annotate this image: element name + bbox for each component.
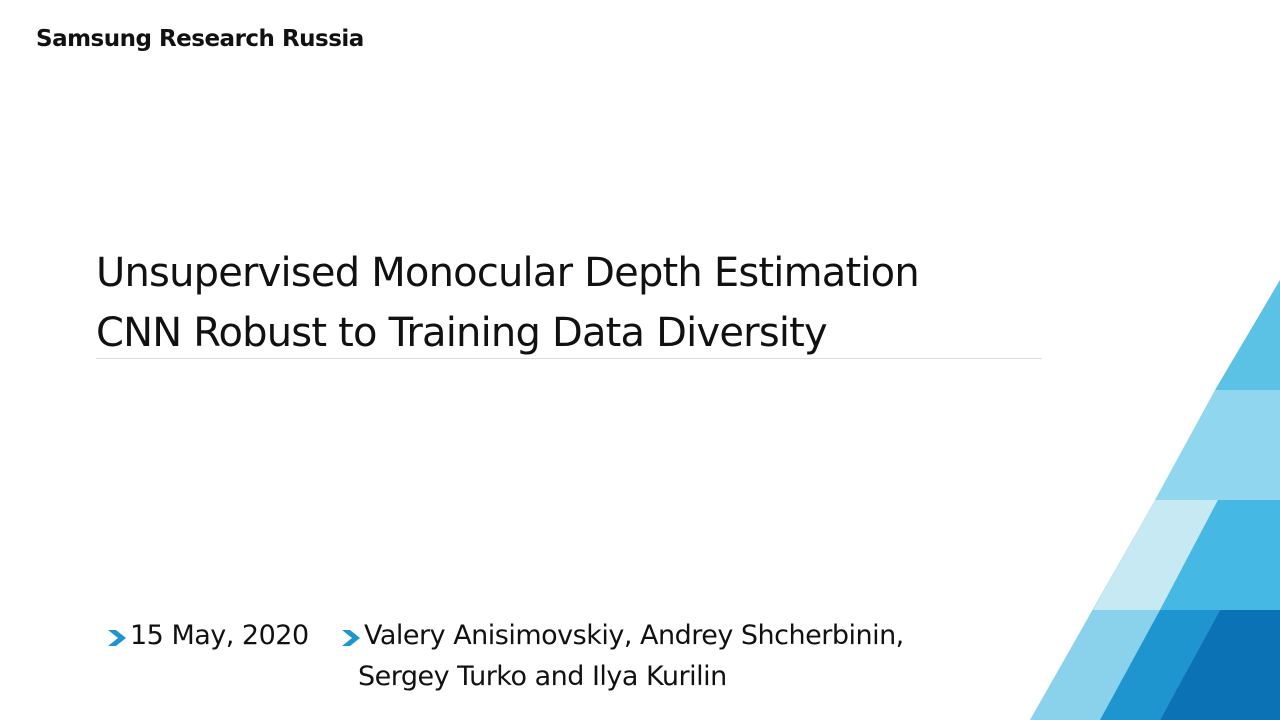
date: 15 May, 2020 xyxy=(130,620,309,651)
title-line: Unsupervised Monocular Depth Estimation xyxy=(96,250,920,296)
bullet-icon xyxy=(108,630,126,646)
authors-line: Valery Anisimovskiy, Andrey Shcherbinin, xyxy=(364,620,904,651)
divider xyxy=(96,358,1042,359)
brand: Samsung Research Russia xyxy=(36,26,364,52)
title-line: CNN Robust to Training Data Diversity xyxy=(96,310,828,356)
authors-line: Sergey Turko and Ilya Kurilin xyxy=(358,661,727,692)
bullet-icon xyxy=(342,630,360,646)
